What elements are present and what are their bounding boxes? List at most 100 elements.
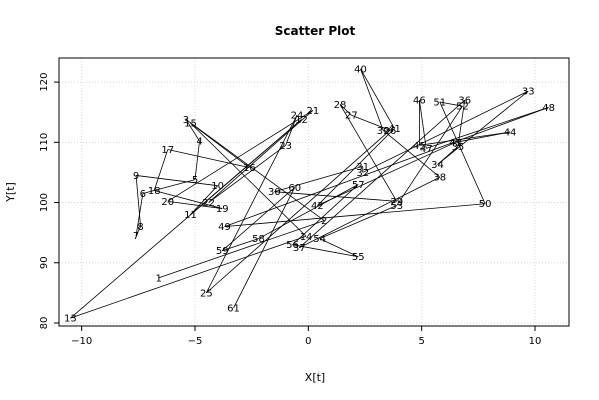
connecting-segment	[135, 175, 141, 227]
connecting-segment	[185, 119, 200, 142]
point-label: 54	[313, 234, 326, 245]
point-label: 18	[148, 186, 161, 197]
point-label: 6	[140, 189, 146, 200]
connecting-segment	[292, 184, 359, 245]
point-label: 24	[291, 111, 304, 122]
connecting-segment	[208, 110, 314, 203]
point-label: 20	[161, 197, 174, 208]
connecting-segment	[360, 68, 384, 131]
connecting-segment	[319, 205, 397, 240]
y-axis: 80 90 100 110 120	[39, 73, 59, 330]
connecting-segment	[319, 238, 359, 258]
point-label: 58	[252, 234, 265, 245]
connecting-segment	[317, 141, 456, 206]
connecting-segment	[135, 226, 141, 236]
point-label: 50	[479, 199, 492, 210]
connecting-segment	[190, 185, 218, 215]
connecting-segment	[70, 119, 302, 319]
point-label: 25	[200, 288, 213, 299]
point-label: 47	[420, 144, 433, 155]
connecting-segment	[233, 187, 296, 309]
point-label: 35	[452, 142, 465, 153]
x-axis: −10 −5 0 5 10	[71, 326, 541, 347]
point-label: 3	[183, 115, 189, 126]
connecting-segment	[292, 244, 359, 258]
point-label: 49	[218, 222, 231, 233]
connecting-segment	[439, 101, 486, 204]
point-label: 31	[356, 162, 369, 173]
point-label: 13	[64, 314, 77, 325]
point-label: 38	[433, 173, 446, 184]
point-label: 17	[161, 145, 174, 156]
y-tick-label: 100	[39, 193, 50, 212]
point-label: 48	[542, 103, 555, 114]
x-tick-label: 10	[529, 336, 542, 347]
point-label: 27	[345, 111, 358, 122]
point-label: 2	[321, 216, 327, 227]
y-tick-label: 90	[39, 256, 50, 269]
y-tick-label: 120	[39, 73, 50, 92]
point-label: 4	[196, 137, 202, 148]
connecting-segment	[158, 220, 325, 279]
point-label: 7	[133, 231, 139, 242]
connecting-segment	[154, 190, 223, 209]
point-label: 37	[293, 243, 306, 254]
x-tick-label: −10	[71, 336, 92, 347]
point-label: 22	[202, 198, 215, 209]
connecting-segment	[419, 100, 427, 149]
connecting-segment	[258, 184, 359, 240]
point-label: 43	[449, 138, 462, 149]
point-label: 10	[211, 181, 224, 192]
point-label: 23	[279, 141, 292, 152]
y-tick-label: 80	[39, 317, 50, 330]
connecting-segment	[426, 107, 549, 149]
point-label: 26	[384, 126, 397, 137]
connecting-lines	[70, 68, 549, 319]
connecting-segment	[194, 141, 200, 180]
plot-frame	[58, 57, 570, 327]
connecting-segment	[339, 104, 352, 116]
connecting-segment	[299, 99, 465, 249]
connecting-segment	[437, 90, 529, 165]
point-label: 61	[227, 303, 240, 314]
point-label: 53	[390, 201, 403, 212]
connecting-segment	[206, 129, 391, 294]
point-label: 15	[184, 119, 197, 130]
point-label: 36	[458, 96, 471, 107]
connecting-segment	[396, 105, 463, 206]
point-label: 52	[456, 102, 469, 113]
y-axis-label: Y[t]	[4, 182, 17, 203]
connecting-segment	[274, 166, 363, 193]
point-label: 16	[243, 163, 256, 174]
connecting-segment	[360, 68, 395, 129]
connecting-segment	[419, 131, 511, 146]
point-label: 9	[133, 171, 139, 182]
point-label: 44	[504, 128, 517, 139]
y-tick-label: 110	[39, 133, 50, 152]
connecting-segment	[190, 122, 307, 237]
point-label: 56	[286, 240, 299, 251]
connecting-segment	[221, 187, 295, 252]
point-label: 41	[388, 124, 401, 135]
point-label: 55	[352, 252, 365, 263]
point-label: 1	[156, 273, 162, 284]
point-label: 21	[306, 106, 319, 117]
point-label: 33	[522, 87, 535, 98]
x-axis-label: X[t]	[305, 371, 325, 384]
point-label: 40	[354, 64, 367, 75]
point-label: 32	[356, 168, 369, 179]
connecting-segment	[457, 100, 466, 147]
point-label: 34	[431, 160, 444, 171]
point-label: 29	[390, 197, 403, 208]
x-tick-label: 5	[418, 336, 424, 347]
point-label: 30	[268, 187, 281, 198]
point-label: 39	[377, 126, 390, 137]
connecting-segment	[208, 145, 286, 203]
connecting-segment	[167, 200, 223, 209]
point-label: 28	[334, 100, 347, 111]
point-label: 59	[216, 246, 229, 257]
point-label: 60	[288, 183, 301, 194]
connecting-segment	[224, 203, 486, 228]
connecting-segment	[439, 101, 463, 107]
